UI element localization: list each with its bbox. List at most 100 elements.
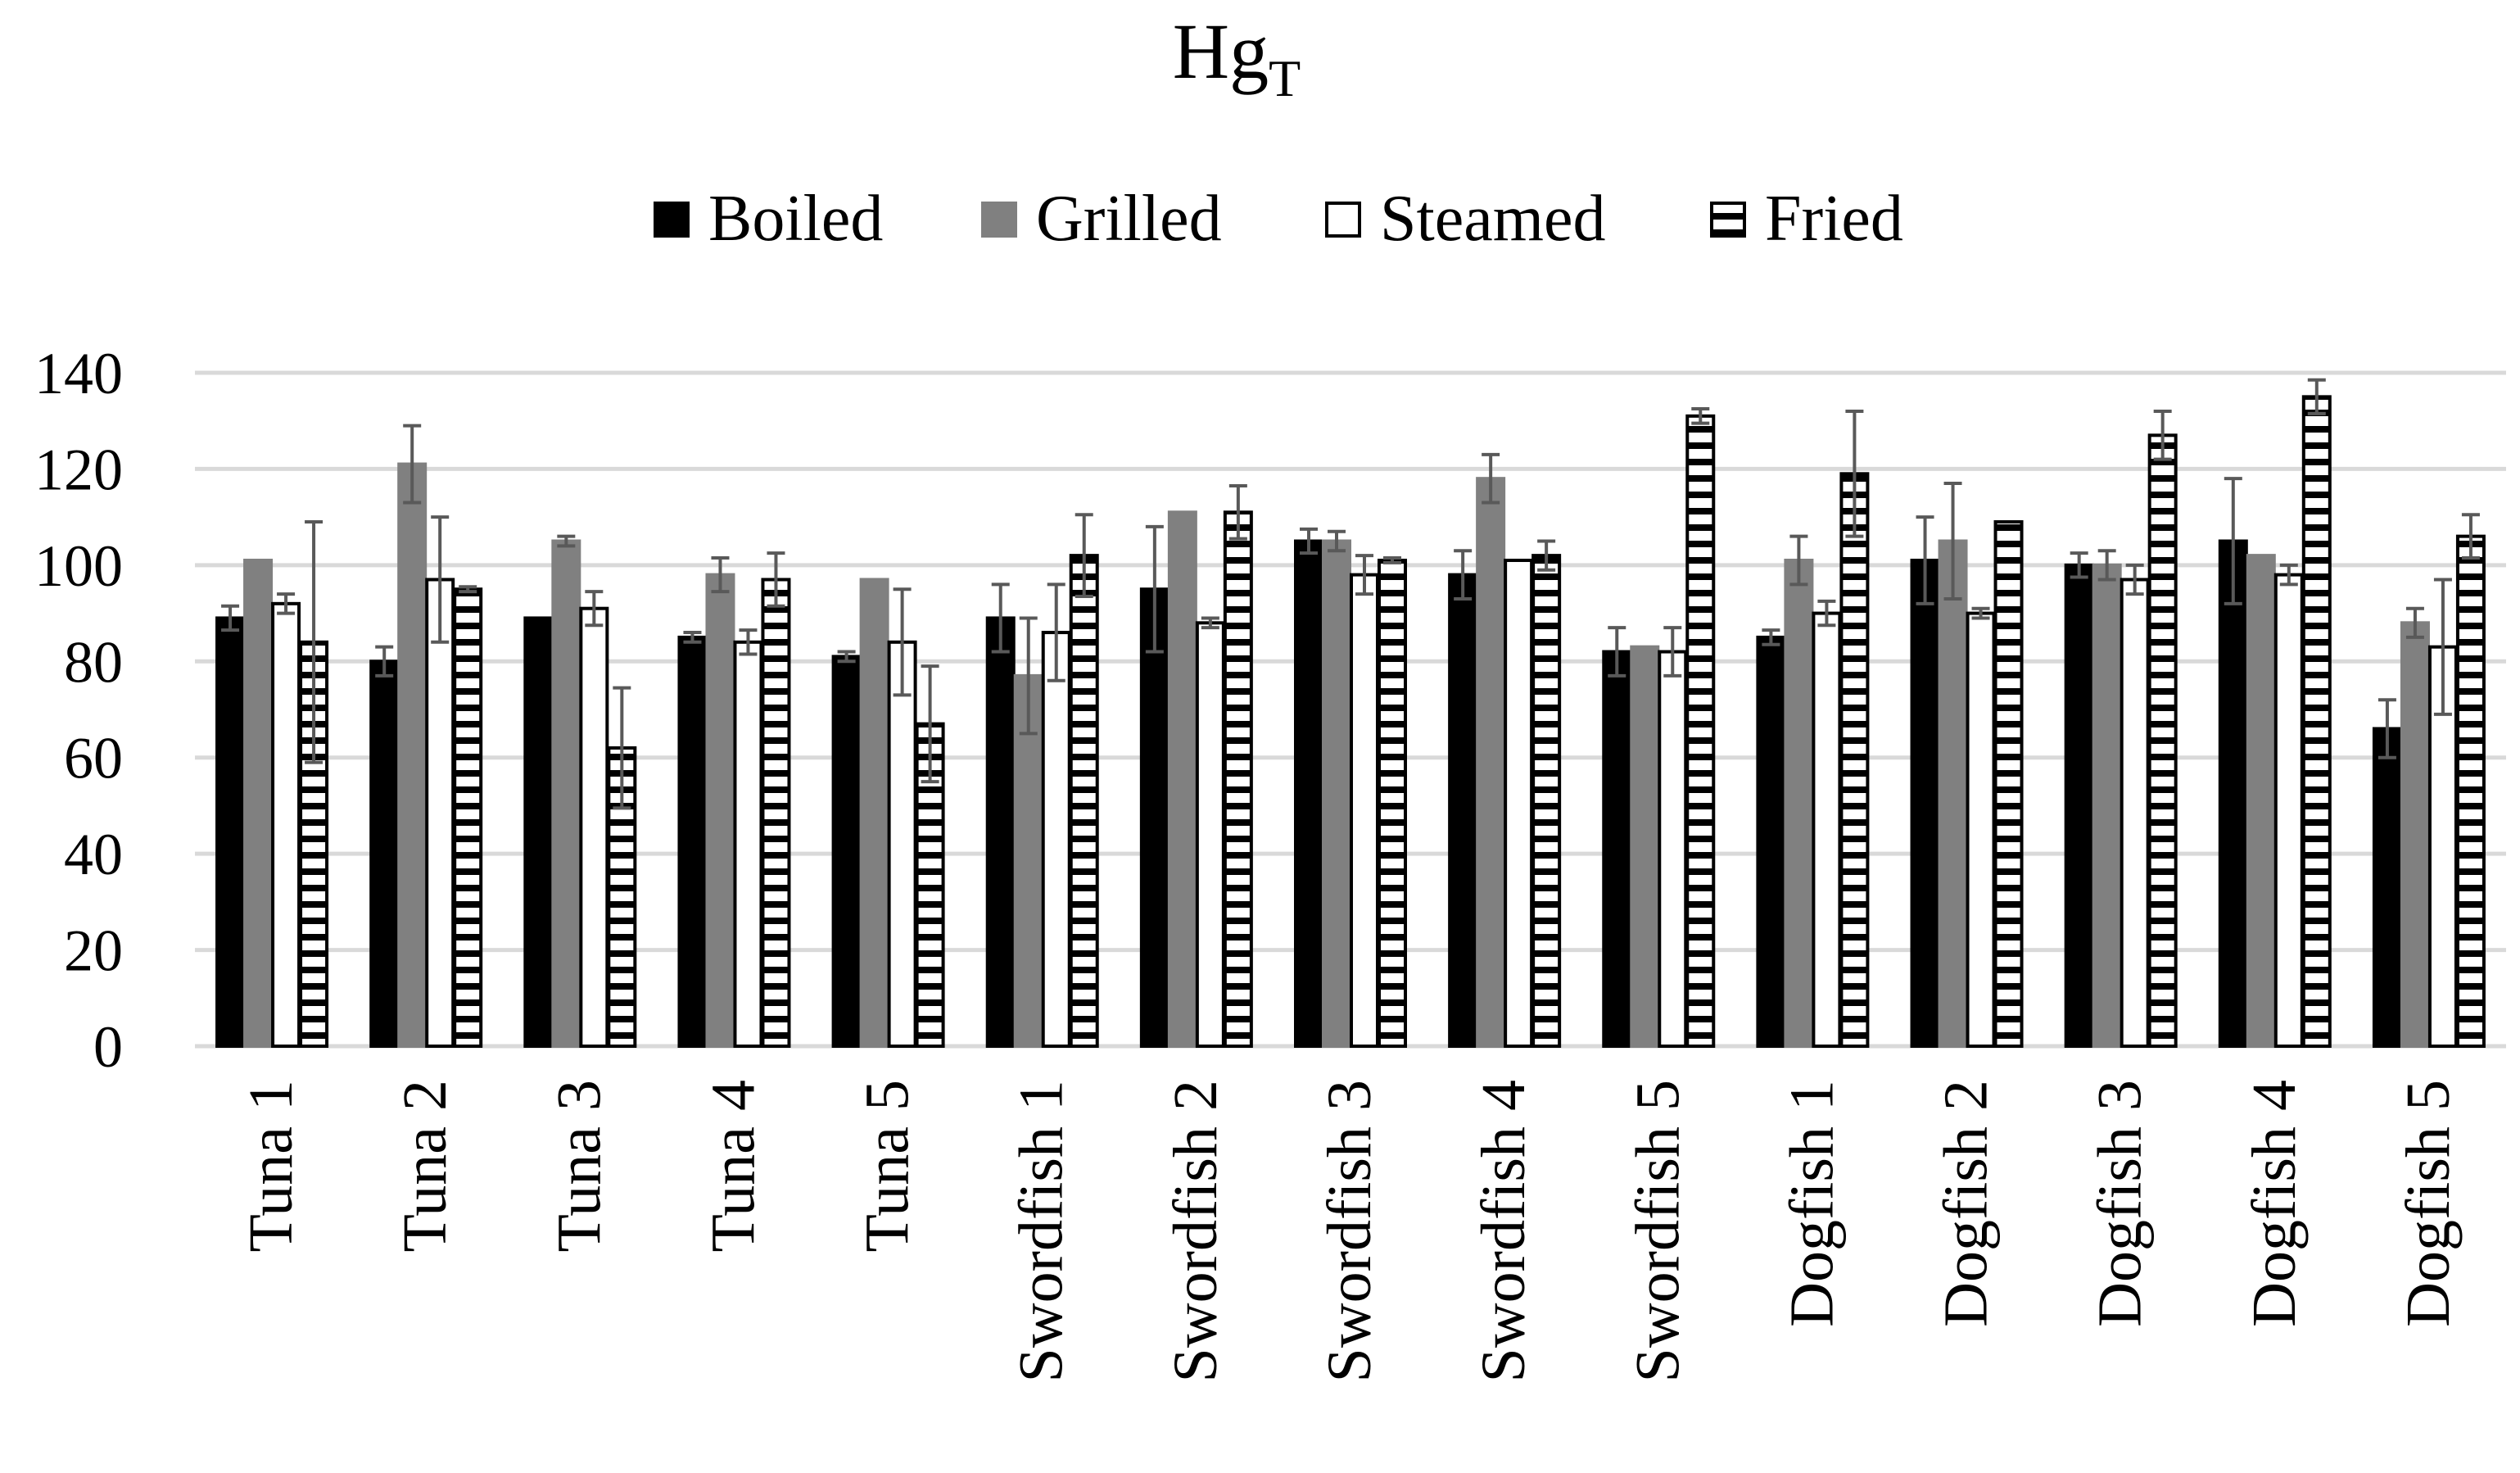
bar-grilled bbox=[1167, 510, 1197, 1048]
bar-fried bbox=[1993, 520, 2024, 1048]
error-bar bbox=[403, 424, 422, 505]
bar-steamed bbox=[425, 578, 455, 1048]
error-bar bbox=[2125, 563, 2144, 596]
bar-boiled bbox=[1756, 635, 1786, 1049]
bar-fried bbox=[453, 587, 483, 1048]
error-bar bbox=[1228, 483, 1247, 541]
bar-grilled bbox=[2246, 554, 2276, 1048]
legend-label: Fried bbox=[1765, 183, 1903, 255]
error-bar bbox=[683, 631, 702, 644]
bar-grilled bbox=[1476, 477, 1506, 1048]
x-tick-label: Swordfish 2 bbox=[1161, 1080, 1230, 1382]
error-bar bbox=[2307, 378, 2326, 415]
bar-steamed bbox=[579, 606, 609, 1048]
y-tick-label: 100 bbox=[34, 533, 123, 599]
legend-label: Grilled bbox=[1036, 183, 1222, 255]
y-tick-label: 20 bbox=[64, 918, 123, 984]
x-tick-label: Swordfish 1 bbox=[1007, 1080, 1076, 1382]
bar-boiled bbox=[985, 616, 1016, 1048]
bar-fried bbox=[761, 578, 791, 1048]
bar-steamed bbox=[1812, 611, 1842, 1048]
bar-boiled bbox=[1448, 573, 1478, 1048]
y-tick-label: 0 bbox=[93, 1014, 123, 1080]
svg-text:HgT: HgT bbox=[1173, 7, 1301, 107]
bar-grilled bbox=[243, 558, 274, 1048]
bar-fried bbox=[2455, 534, 2486, 1048]
bar-grilled bbox=[1938, 539, 1968, 1048]
bar-steamed bbox=[1350, 573, 1379, 1048]
error-bar bbox=[1916, 515, 1934, 605]
bar-steamed bbox=[1658, 650, 1688, 1048]
error-bar bbox=[277, 592, 296, 615]
bar-steamed bbox=[1504, 558, 1534, 1048]
error-bar bbox=[1383, 556, 1401, 564]
bar-grilled bbox=[1013, 673, 1043, 1049]
bar-grilled bbox=[397, 462, 428, 1048]
bar-fried bbox=[1839, 472, 1870, 1048]
x-tick-label: Tuna 4 bbox=[699, 1080, 767, 1252]
x-tick-label: Dogfish 2 bbox=[1932, 1080, 2001, 1327]
error-bar bbox=[1201, 616, 1219, 630]
legend-item-grilled: Grilled bbox=[981, 183, 1222, 255]
error-bar bbox=[459, 585, 477, 594]
bar-fried bbox=[2301, 395, 2332, 1049]
legend: Boiled Grilled Steamed Fried bbox=[654, 183, 1903, 255]
error-bar bbox=[1608, 626, 1626, 678]
x-tick-label: Tuna 3 bbox=[545, 1080, 613, 1252]
y-tick-label: 80 bbox=[64, 629, 123, 695]
bars bbox=[215, 395, 2486, 1049]
bar-steamed bbox=[733, 640, 763, 1048]
error-bar bbox=[2153, 409, 2172, 461]
error-bar bbox=[2405, 606, 2424, 639]
error-bar bbox=[1047, 582, 1065, 682]
error-bar bbox=[1762, 628, 1780, 646]
bar-boiled bbox=[215, 616, 246, 1048]
error-bar bbox=[585, 590, 604, 628]
bar-fried bbox=[1069, 554, 1099, 1048]
x-tick-label: Swordfish 5 bbox=[1623, 1080, 1692, 1382]
x-tick-label: Dogfish 4 bbox=[2240, 1080, 2309, 1327]
legend-item-fried: Fried bbox=[1710, 183, 1903, 255]
bar-grilled bbox=[1784, 558, 1814, 1048]
bar-grilled bbox=[859, 578, 889, 1048]
bar-fried bbox=[1531, 554, 1562, 1048]
error-bar bbox=[1019, 616, 1038, 736]
bar-grilled bbox=[1322, 539, 1351, 1048]
bar-fried bbox=[1223, 510, 1253, 1048]
error-bar bbox=[991, 582, 1010, 654]
bar-fried bbox=[1378, 558, 1407, 1048]
x-tick-label: Dogfish 5 bbox=[2394, 1080, 2463, 1327]
legend-swatch bbox=[1325, 202, 1361, 238]
x-tick-label: Swordfish 4 bbox=[1469, 1080, 1538, 1382]
error-bar bbox=[2070, 551, 2088, 579]
bar-grilled bbox=[705, 573, 735, 1048]
legend-item-boiled: Boiled bbox=[654, 183, 883, 255]
bar-boiled bbox=[1294, 539, 1323, 1048]
error-bar bbox=[1971, 606, 1990, 620]
x-axis: Tuna 1 Tuna 2 Tuna 3 Tuna 4 Tuna 5 Swordfish … bbox=[237, 1080, 2463, 1382]
bar-grilled bbox=[2400, 621, 2430, 1048]
x-tick-label: Dogfish 3 bbox=[2086, 1080, 2155, 1327]
bar-boiled bbox=[677, 635, 708, 1049]
error-bar bbox=[2461, 513, 2480, 560]
chart-title: HgT bbox=[1173, 7, 1301, 107]
error-bar bbox=[1663, 626, 1682, 678]
bar-grilled bbox=[551, 539, 581, 1048]
chart-title-text: Hg bbox=[1173, 7, 1269, 95]
bar-boiled bbox=[1602, 650, 1632, 1048]
error-bar bbox=[1482, 452, 1500, 505]
bar-boiled bbox=[1910, 558, 1940, 1048]
error-bar bbox=[893, 587, 912, 697]
error-bar bbox=[1845, 409, 1864, 538]
bar-steamed bbox=[1966, 611, 1996, 1048]
x-tick-label: Tuna 5 bbox=[853, 1080, 922, 1252]
legend-swatch bbox=[981, 202, 1017, 238]
error-bar bbox=[921, 664, 939, 784]
error-bar bbox=[1075, 513, 1093, 599]
y-tick-label: 120 bbox=[34, 437, 123, 502]
bar-boiled bbox=[2218, 539, 2248, 1048]
x-tick-label: Dogfish 1 bbox=[1777, 1080, 1846, 1327]
error-bars bbox=[221, 378, 2480, 810]
error-bar bbox=[767, 551, 785, 608]
error-bar bbox=[557, 534, 576, 548]
